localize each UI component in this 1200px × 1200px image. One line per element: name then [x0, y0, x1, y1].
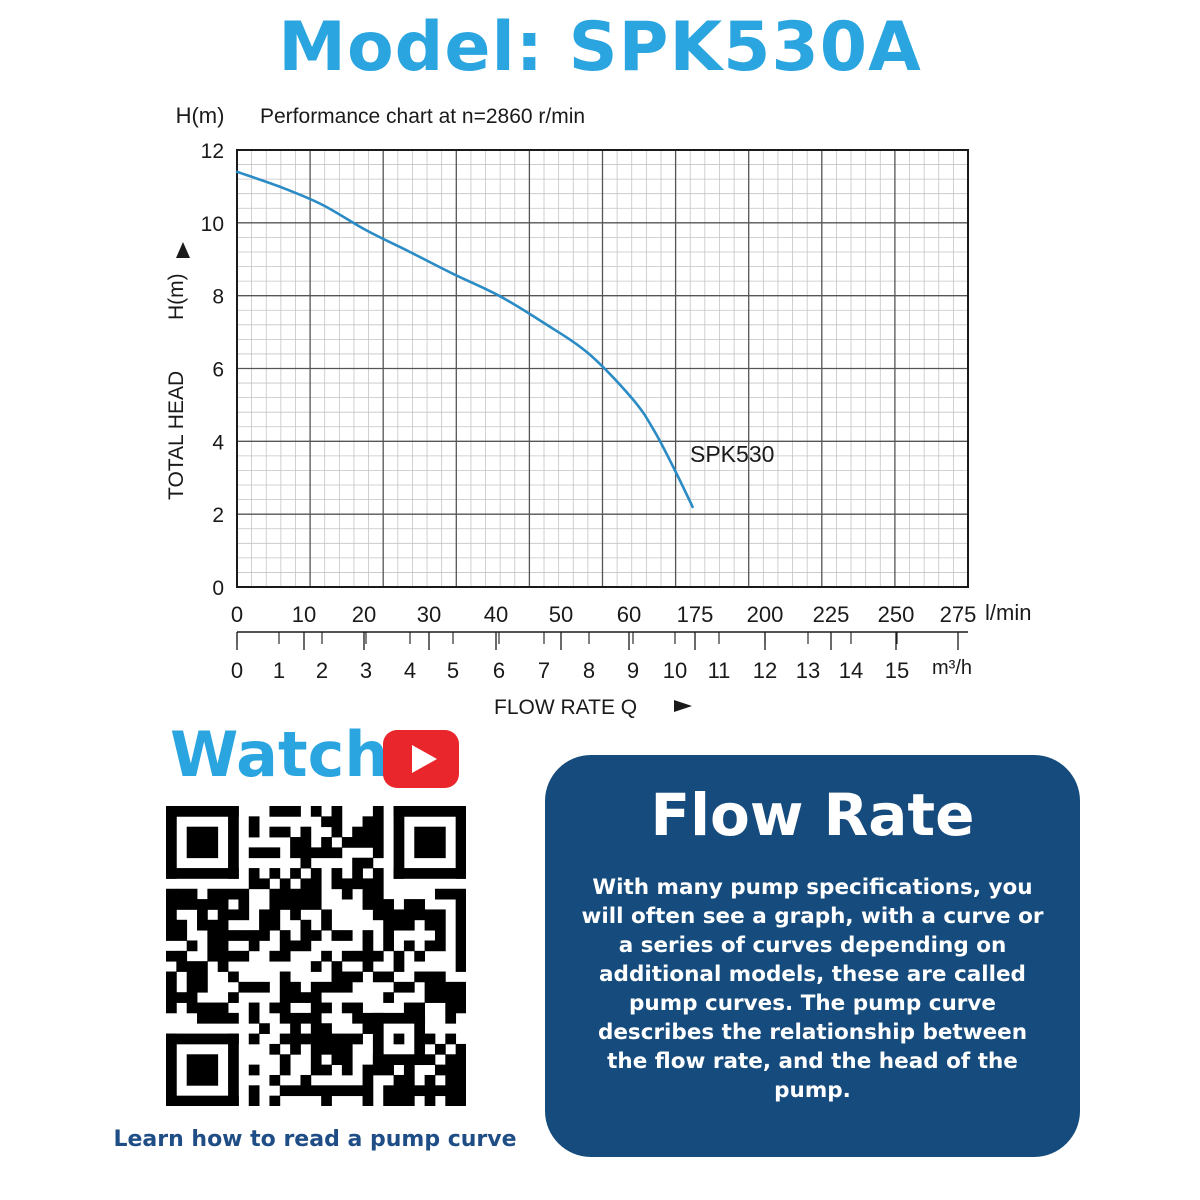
x-tick-label-m3h: 15	[885, 658, 909, 683]
flow-rate-info-card: Flow Rate With many pump specifications,…	[545, 755, 1080, 1157]
x-axis-arrow-icon	[674, 700, 692, 712]
x-tick-label-m3h: 6	[493, 658, 505, 683]
chart-plot-frame	[236, 149, 969, 588]
x-tick-label-m3h: 4	[404, 658, 416, 683]
info-line: the flow rate, and the head of the	[607, 1049, 1018, 1074]
x-secondary-tickmarks	[236, 632, 959, 650]
x-tick-label-m3h: 7	[538, 658, 550, 683]
x-tick-label-lmin: 200	[747, 602, 784, 627]
y-tick-label: 2	[212, 504, 224, 527]
y-tick-label: 12	[201, 140, 224, 163]
y-axis-unit: H(m)	[165, 273, 188, 320]
pump-performance-chart: H(m) Performance chart at n=2860 r/min 0…	[165, 103, 1031, 719]
x-tick-label-lmin: 175	[677, 602, 714, 627]
info-line: additional models, these are called	[599, 962, 1026, 987]
y-axis-arrow-icon	[176, 242, 190, 258]
x-tick-label-m3h: 9	[627, 658, 639, 683]
x-tick-label-m3h: 5	[447, 658, 459, 683]
x-tick-label-lmin: 275	[940, 602, 977, 627]
y-axis-title: TOTAL HEAD H(m)	[165, 242, 190, 500]
chart-major-grid	[237, 150, 968, 587]
x-tick-label-m3h: 11	[708, 658, 731, 683]
x-tick-label-m3h: 8	[583, 658, 595, 683]
y-tick-labels: 0 2 4 6 8 10 12	[201, 140, 225, 600]
x-axis-label: FLOW RATE Q	[494, 696, 637, 719]
info-line: describes the relationship between	[597, 1020, 1028, 1045]
x-tick-label-lmin: 0	[231, 602, 243, 627]
x-tick-label-m3h: 0	[231, 658, 243, 683]
info-line: With many pump specifications, you	[592, 875, 1033, 900]
y-unit-label: H(m)	[176, 103, 225, 128]
x-tick-label-m3h: 12	[753, 658, 777, 683]
model-title: Model: SPK530A	[278, 8, 922, 87]
x-tick-label-lmin: 40	[484, 602, 508, 627]
youtube-play-icon[interactable]	[383, 730, 459, 788]
x-tick-label-m3h: 14	[839, 658, 863, 683]
info-line: pump.	[774, 1078, 851, 1103]
x-tick-labels-lmin: 0 10 20 30 40 50 60 175 200 225 250 275	[231, 602, 976, 627]
x-tick-label-lmin: 50	[549, 602, 573, 627]
x-unit-m3h: m³/h	[932, 657, 972, 679]
x-tick-label-m3h: 1	[273, 658, 285, 683]
x-tick-label-lmin: 60	[617, 602, 641, 627]
y-tick-label: 0	[212, 577, 224, 600]
y-axis-label: TOTAL HEAD	[165, 371, 188, 500]
x-tick-label-lmin: 20	[352, 602, 376, 627]
x-tick-label-lmin: 250	[878, 602, 915, 627]
series-label-spk530: SPK530	[690, 441, 774, 467]
info-card-body: With many pump specifications, you will …	[579, 873, 1046, 1105]
x-tick-label-m3h: 2	[316, 658, 328, 683]
x-tick-labels-m3h: 0 1 2 3 4 5 6 7 8 9 10 11 12 13 14 15	[231, 658, 909, 683]
x-tick-label-lmin: 10	[292, 602, 316, 627]
info-line: pump curves. The pump curve	[629, 991, 996, 1016]
x-unit-lmin: l/min	[985, 600, 1031, 625]
qr-caption: Learn how to read a pump curve	[113, 1127, 517, 1152]
info-line: will often see a graph, with a curve or	[581, 904, 1044, 929]
x-tick-label-m3h: 13	[796, 658, 820, 683]
watch-label: Watch	[170, 718, 389, 791]
y-tick-label: 8	[212, 286, 224, 309]
x-tick-label-m3h: 3	[360, 658, 372, 683]
series-line-spk530	[235, 170, 694, 509]
info-card-title: Flow Rate	[650, 781, 975, 849]
qr-code-icon[interactable]	[166, 806, 467, 1107]
x-tick-label-m3h: 10	[663, 658, 687, 683]
y-tick-label: 10	[201, 213, 224, 236]
y-tick-label: 6	[212, 359, 224, 382]
chart-title: Performance chart at n=2860 r/min	[260, 105, 585, 128]
y-tick-label: 4	[212, 431, 224, 454]
x-tick-label-lmin: 225	[813, 602, 850, 627]
x-tick-label-lmin: 30	[417, 602, 441, 627]
info-line: a series of curves depending on	[618, 933, 1007, 958]
